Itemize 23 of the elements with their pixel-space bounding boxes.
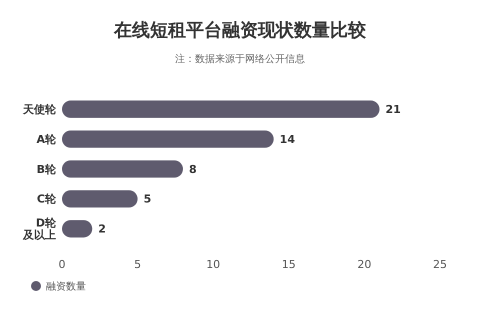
x-tick-label: 25 <box>433 258 447 271</box>
y-tick-label: B轮 <box>36 162 57 176</box>
y-tick-label: C轮 <box>36 192 57 206</box>
data-label: 5 <box>144 192 152 206</box>
bar <box>62 160 183 178</box>
y-tick-label: A轮 <box>36 132 57 146</box>
bar <box>62 190 138 208</box>
data-label: 14 <box>280 132 296 146</box>
data-label: 21 <box>386 103 401 116</box>
chart-title: 在线短租平台融资现状数量比较 <box>113 20 367 41</box>
x-tick-label: 20 <box>357 258 372 271</box>
x-tick-label: 5 <box>134 258 142 271</box>
data-label: 8 <box>188 162 197 176</box>
y-tick-label: 天使轮 <box>22 103 57 116</box>
x-tick-label: 0 <box>58 258 66 271</box>
legend-label: 融资数量 <box>46 280 86 292</box>
data-label: 2 <box>98 222 106 236</box>
y-tick-label: D轮及以上 <box>22 216 57 242</box>
x-tick-label: 15 <box>282 258 296 271</box>
bar <box>62 100 380 118</box>
bar <box>62 130 274 148</box>
chart-subtitle: 注：数据来源于网络公开信息 <box>175 53 305 65</box>
x-tick-label: 10 <box>206 258 220 271</box>
